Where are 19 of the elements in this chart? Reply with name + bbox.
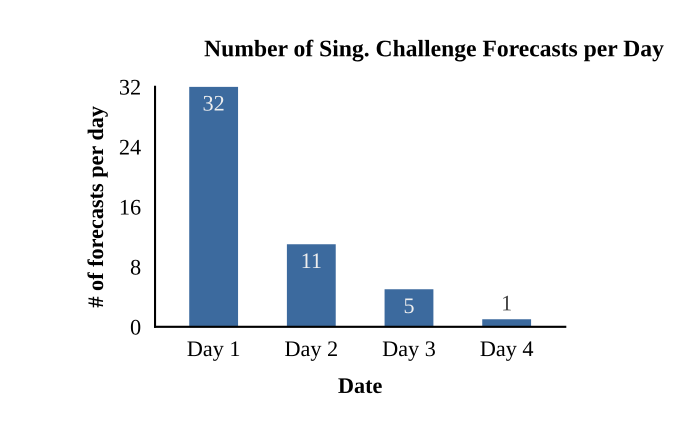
data-label: 1: [503, 296, 511, 310]
bar: [286, 244, 336, 327]
bar: [189, 86, 238, 327]
x-axis-title: Date: [338, 378, 382, 394]
y-axis-title: # of forecasts per day: [87, 106, 108, 308]
data-label: 32: [204, 96, 224, 111]
y-tick-label: 16: [120, 200, 140, 215]
data-label: 5: [404, 298, 414, 314]
chart-title: Number of Sing. Challenge Forecasts per Day: [204, 40, 664, 62]
y-tick-label: 32: [120, 80, 140, 95]
x-tick-label: Day 3: [382, 341, 435, 361]
data-label: 11: [302, 253, 321, 268]
y-tick-label: 24: [120, 140, 141, 155]
x-tick-label: Day 1: [187, 341, 240, 361]
x-tick-label: Day 4: [480, 341, 534, 361]
bar: [384, 289, 434, 327]
y-tick-label: 8: [130, 260, 140, 275]
x-tick-label: Day 2: [285, 341, 337, 361]
y-tick-label: 0: [130, 320, 140, 335]
